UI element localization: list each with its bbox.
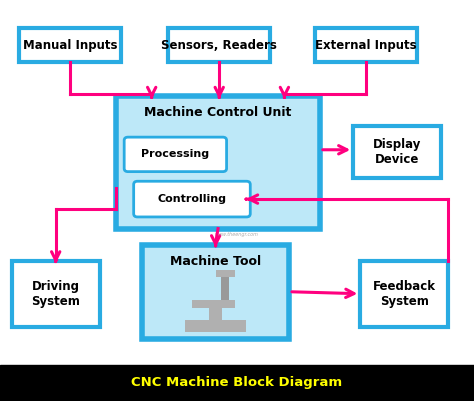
FancyBboxPatch shape [192,300,235,308]
FancyBboxPatch shape [19,28,121,62]
FancyBboxPatch shape [353,126,441,178]
Text: Processing: Processing [141,150,210,159]
Text: Feedback
System: Feedback System [373,280,436,308]
FancyBboxPatch shape [116,96,320,229]
FancyBboxPatch shape [168,28,270,62]
Text: CNC Machine Block Diagram: CNC Machine Block Diagram [131,377,343,389]
FancyBboxPatch shape [216,270,235,277]
Text: Display
Device: Display Device [373,138,421,166]
Text: Controlling: Controlling [157,194,227,204]
Text: Manual Inputs: Manual Inputs [23,38,117,52]
FancyBboxPatch shape [209,308,222,320]
Text: Machine Control Unit: Machine Control Unit [145,106,292,119]
FancyBboxPatch shape [221,277,229,300]
FancyBboxPatch shape [222,286,228,298]
Text: Machine Tool: Machine Tool [170,255,261,267]
Text: External Inputs: External Inputs [315,38,417,52]
FancyBboxPatch shape [0,365,474,401]
FancyBboxPatch shape [12,261,100,327]
FancyBboxPatch shape [315,28,417,62]
FancyBboxPatch shape [360,261,448,327]
Text: www.theengr.com: www.theengr.com [215,232,259,237]
Text: Sensors, Readers: Sensors, Readers [161,38,277,52]
FancyBboxPatch shape [185,320,246,332]
Text: Driving
System: Driving System [31,280,80,308]
FancyBboxPatch shape [134,181,250,217]
FancyBboxPatch shape [124,137,227,172]
FancyBboxPatch shape [142,245,289,339]
